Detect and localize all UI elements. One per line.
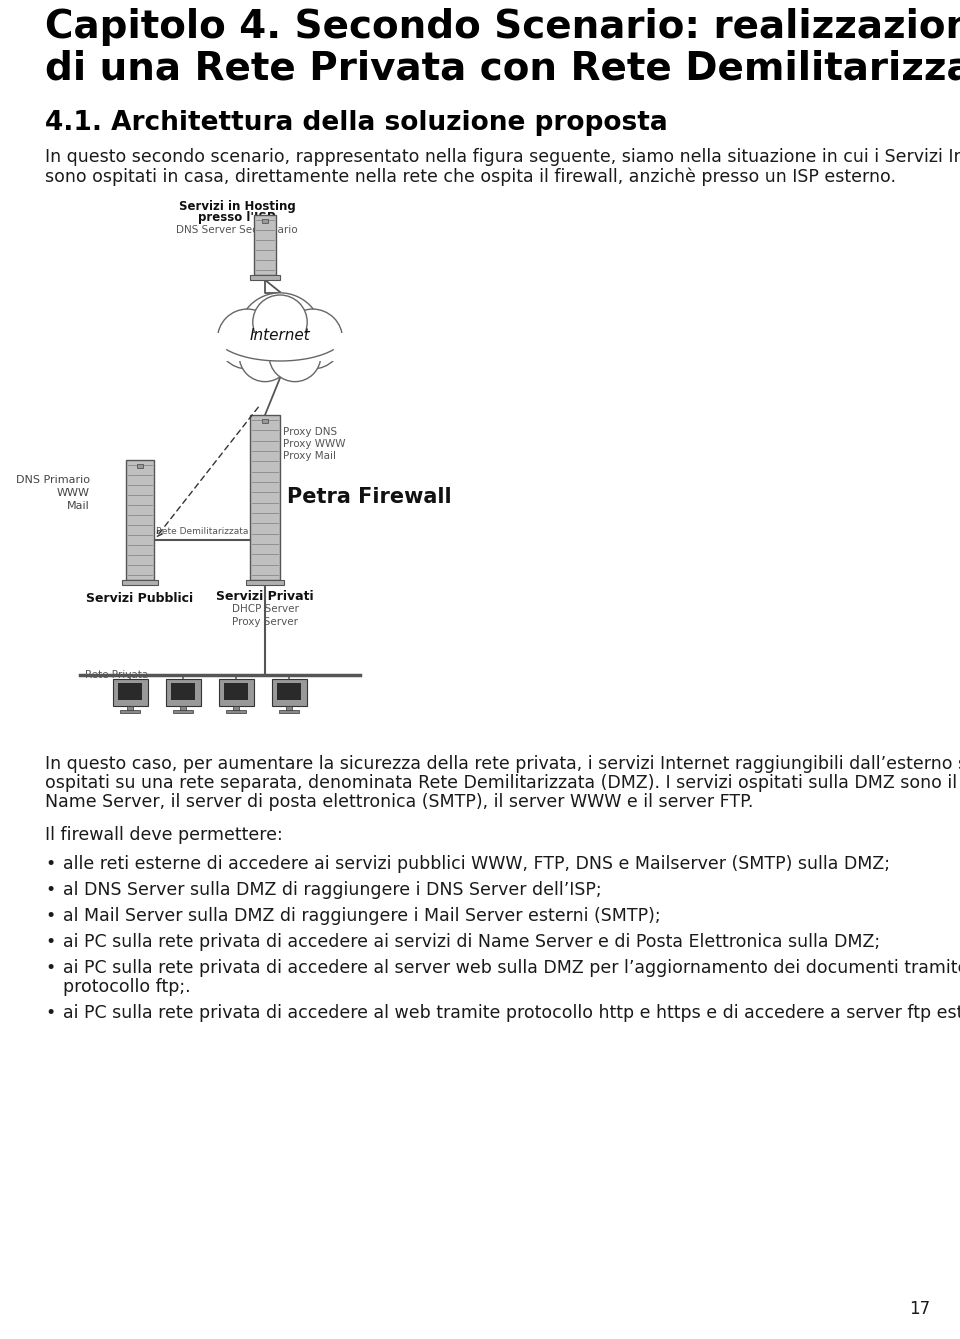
Bar <box>122 580 158 585</box>
Text: di una Rete Privata con Rete Demilitarizzata: di una Rete Privata con Rete Demilitariz… <box>45 50 960 88</box>
Text: DHCP Server: DHCP Server <box>231 604 299 615</box>
Circle shape <box>252 295 307 349</box>
Text: ai PC sulla rete privata di accedere al server web sulla DMZ per l’aggiornamento: ai PC sulla rete privata di accedere al … <box>63 959 960 977</box>
Text: sono ospitati in casa, direttamente nella rete che ospita il firewall, anzichè p: sono ospitati in casa, direttamente nell… <box>45 167 896 186</box>
Text: Name Server, il server di posta elettronica (SMTP), il server WWW e il server FT: Name Server, il server di posta elettron… <box>45 793 754 811</box>
Bar <box>286 706 292 711</box>
FancyBboxPatch shape <box>112 679 148 706</box>
Text: Proxy DNS: Proxy DNS <box>283 427 337 437</box>
Bar <box>118 683 142 700</box>
Text: 17: 17 <box>909 1300 930 1318</box>
Text: ospitati su una rete separata, denominata ​Rete Demilitarizzata​ (DMZ). I serviz: ospitati su una rete separata, denominat… <box>45 774 957 791</box>
Text: Rete Privata: Rete Privata <box>85 670 148 680</box>
Text: presso l'ISP: presso l'ISP <box>199 212 276 224</box>
Bar <box>171 683 195 700</box>
Bar <box>137 465 143 469</box>
Bar <box>277 683 301 700</box>
Text: 4.1. Architettura della soluzione proposta: 4.1. Architettura della soluzione propos… <box>45 110 668 137</box>
Bar <box>180 706 186 711</box>
Text: •: • <box>45 933 56 951</box>
Text: In questo caso, per aumentare la sicurezza della rete privata, i servizi Interne: In questo caso, per aumentare la sicurez… <box>45 755 960 773</box>
Bar <box>233 706 239 711</box>
Text: •: • <box>45 907 56 925</box>
Bar <box>173 710 193 712</box>
Text: Mail: Mail <box>67 501 90 511</box>
Text: Servizi Pubblici: Servizi Pubblici <box>86 592 194 605</box>
Bar <box>126 461 154 580</box>
Text: Proxy WWW: Proxy WWW <box>283 439 346 449</box>
Text: •: • <box>45 856 56 873</box>
Text: alle reti esterne di accedere ai servizi pubblici WWW, FTP, DNS e Mailserver (SM: alle reti esterne di accedere ai servizi… <box>63 856 890 873</box>
Bar <box>224 683 248 700</box>
Text: Servizi in Hosting: Servizi in Hosting <box>179 200 296 213</box>
Bar <box>262 419 268 423</box>
Text: Servizi Privati: Servizi Privati <box>216 590 314 603</box>
Text: al Mail Server sulla DMZ di raggiungere i Mail Server esterni (SMTP);: al Mail Server sulla DMZ di raggiungere … <box>63 907 660 925</box>
Text: Internet: Internet <box>250 328 310 343</box>
Text: Capitolo 4. Secondo Scenario: realizzazione: Capitolo 4. Secondo Scenario: realizzazi… <box>45 8 960 46</box>
Text: In questo secondo scenario, rappresentato nella figura seguente, siamo nella sit: In questo secondo scenario, rappresentat… <box>45 149 960 166</box>
Text: Proxy Server: Proxy Server <box>232 617 298 627</box>
Bar <box>207 333 353 362</box>
Bar <box>254 216 276 274</box>
Bar <box>279 710 299 712</box>
Bar <box>246 580 284 585</box>
Text: al DNS Server sulla DMZ di raggiungere i DNS Server dell’ISP;: al DNS Server sulla DMZ di raggiungere i… <box>63 881 602 898</box>
FancyBboxPatch shape <box>165 679 201 706</box>
FancyBboxPatch shape <box>272 679 306 706</box>
Bar <box>226 710 246 712</box>
Text: Il firewall deve permettere:: Il firewall deve permettere: <box>45 826 283 844</box>
Text: Petra Firewall: Petra Firewall <box>287 487 451 507</box>
Circle shape <box>239 329 291 382</box>
Text: •: • <box>45 959 56 977</box>
Text: ai PC sulla rete privata di accedere ai servizi di Name Server e di Posta Elettr: ai PC sulla rete privata di accedere ai … <box>63 933 880 951</box>
Circle shape <box>217 309 277 370</box>
Text: •: • <box>45 881 56 898</box>
Bar <box>250 415 280 580</box>
Text: DNS Server Secondario: DNS Server Secondario <box>177 225 298 236</box>
Circle shape <box>269 329 321 382</box>
Bar <box>120 710 140 712</box>
Text: DNS Primario: DNS Primario <box>16 475 90 485</box>
Text: ai PC sulla rete privata di accedere al web tramite protocollo http e https e di: ai PC sulla rete privata di accedere al … <box>63 1004 960 1022</box>
Text: Proxy Mail: Proxy Mail <box>283 451 336 461</box>
Bar <box>250 274 280 280</box>
FancyBboxPatch shape <box>219 679 253 706</box>
Text: Rete Demilitarizzata: Rete Demilitarizzata <box>156 528 249 536</box>
Bar <box>127 706 133 711</box>
Circle shape <box>238 293 323 378</box>
Text: •: • <box>45 1004 56 1022</box>
Circle shape <box>282 309 343 370</box>
Text: protocollo ftp;.: protocollo ftp;. <box>63 977 191 996</box>
Bar <box>262 220 268 224</box>
Text: WWW: WWW <box>57 487 90 498</box>
